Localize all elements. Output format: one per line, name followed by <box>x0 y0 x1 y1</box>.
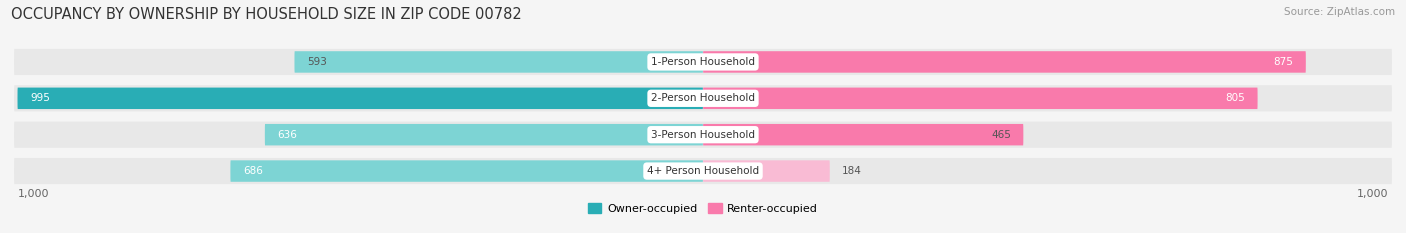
Text: 184: 184 <box>842 166 862 176</box>
FancyBboxPatch shape <box>703 160 830 182</box>
Text: 875: 875 <box>1274 57 1294 67</box>
FancyBboxPatch shape <box>17 88 703 109</box>
Text: 1-Person Household: 1-Person Household <box>651 57 755 67</box>
FancyBboxPatch shape <box>703 88 1257 109</box>
FancyBboxPatch shape <box>231 160 703 182</box>
FancyBboxPatch shape <box>703 51 1306 73</box>
Text: 686: 686 <box>243 166 263 176</box>
Text: 805: 805 <box>1226 93 1246 103</box>
FancyBboxPatch shape <box>14 158 1392 184</box>
Text: 465: 465 <box>991 130 1011 140</box>
FancyBboxPatch shape <box>14 85 1392 111</box>
Text: 3-Person Household: 3-Person Household <box>651 130 755 140</box>
Legend: Owner-occupied, Renter-occupied: Owner-occupied, Renter-occupied <box>583 199 823 218</box>
FancyBboxPatch shape <box>294 51 703 73</box>
FancyBboxPatch shape <box>14 49 1392 75</box>
Text: 995: 995 <box>30 93 49 103</box>
FancyBboxPatch shape <box>14 122 1392 148</box>
Text: OCCUPANCY BY OWNERSHIP BY HOUSEHOLD SIZE IN ZIP CODE 00782: OCCUPANCY BY OWNERSHIP BY HOUSEHOLD SIZE… <box>11 7 522 22</box>
Text: 1,000: 1,000 <box>17 189 49 199</box>
Text: 1,000: 1,000 <box>1357 189 1389 199</box>
Text: 2-Person Household: 2-Person Household <box>651 93 755 103</box>
FancyBboxPatch shape <box>703 124 1024 145</box>
Text: 593: 593 <box>307 57 326 67</box>
Text: 636: 636 <box>277 130 297 140</box>
Text: Source: ZipAtlas.com: Source: ZipAtlas.com <box>1284 7 1395 17</box>
Text: 4+ Person Household: 4+ Person Household <box>647 166 759 176</box>
FancyBboxPatch shape <box>264 124 703 145</box>
